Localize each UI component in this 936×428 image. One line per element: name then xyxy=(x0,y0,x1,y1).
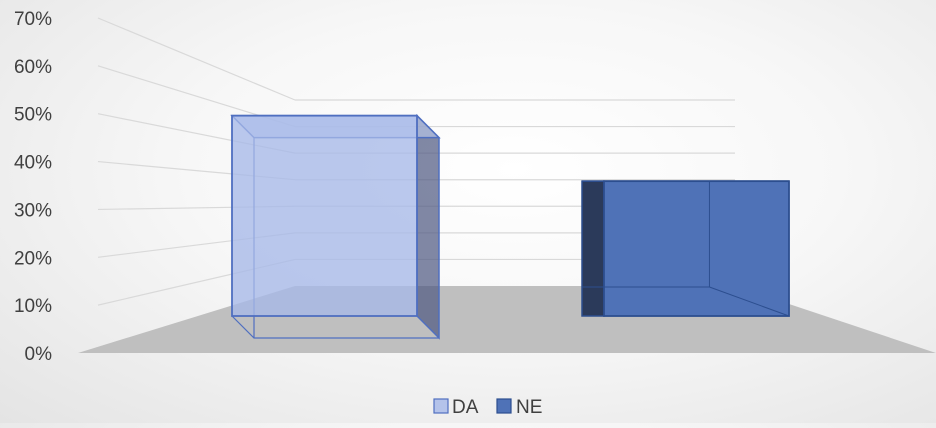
bar-front-face xyxy=(231,114,418,317)
gridline-side xyxy=(97,17,296,101)
legend-label: DA xyxy=(452,397,479,418)
chart-floor xyxy=(78,286,936,353)
legend-swatch xyxy=(433,398,449,414)
bars xyxy=(230,113,790,340)
bar-side-face xyxy=(581,180,605,317)
bar-back-edge xyxy=(231,315,439,339)
y-tick-label: 40% xyxy=(14,153,52,174)
y-tick-label: 50% xyxy=(14,105,52,126)
bar-da xyxy=(230,113,441,340)
legend-item-da: DA xyxy=(433,397,479,418)
y-tick-label: 10% xyxy=(14,296,52,317)
y-tick-label: 70% xyxy=(14,9,52,30)
bar-front-face xyxy=(603,180,790,317)
legend: DA NE xyxy=(433,397,542,418)
y-tick-label: 60% xyxy=(14,57,52,78)
bar-side-face xyxy=(416,113,440,340)
y-tick-label: 30% xyxy=(14,200,52,221)
y-tick-label: 20% xyxy=(14,248,52,269)
bar-inner-edge xyxy=(709,286,790,317)
bar-ne xyxy=(581,180,790,317)
legend-item-ne: NE xyxy=(496,397,542,418)
floor-plane xyxy=(78,286,936,353)
legend-label: NE xyxy=(516,397,542,418)
legend-swatch xyxy=(496,398,512,414)
y-axis-tick-labels: 0% 10% 20% 30% 40% 50% 60% 70% xyxy=(14,9,52,365)
y-tick-label: 0% xyxy=(25,344,53,365)
